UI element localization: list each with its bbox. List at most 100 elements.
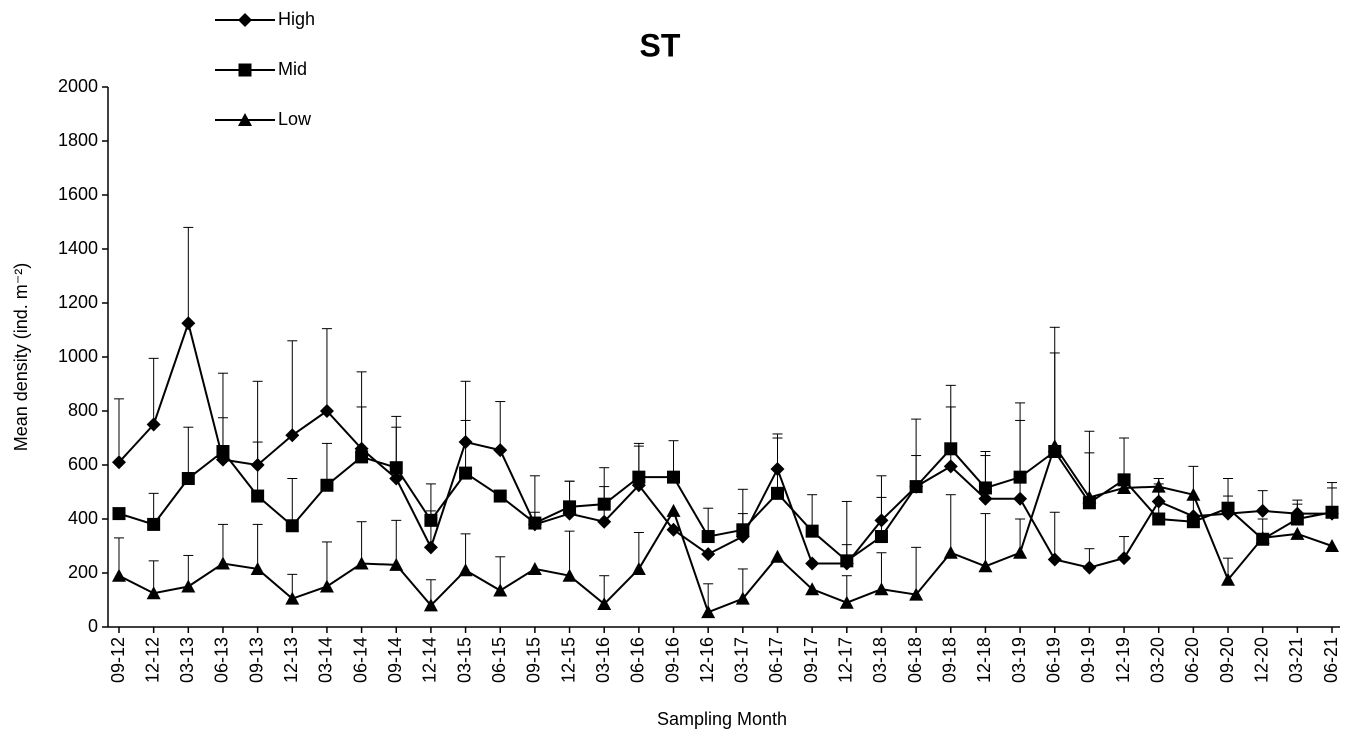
data-point [944, 442, 958, 456]
data-point [319, 579, 334, 593]
data-point [701, 547, 716, 562]
data-point [181, 472, 195, 485]
data-point [667, 470, 681, 484]
x-tick-label: 03-14 [316, 637, 336, 683]
legend-label: High [278, 9, 315, 29]
data-point [112, 455, 126, 470]
x-tick-label: 09-15 [524, 637, 544, 683]
x-tick-label: 06-16 [628, 637, 648, 683]
data-point [527, 561, 542, 575]
data-point [355, 450, 369, 464]
data-point [666, 503, 681, 517]
x-tick-label: 06-17 [766, 637, 786, 683]
x-tick-label: 09-18 [940, 637, 960, 683]
data-point [389, 461, 403, 475]
data-point [146, 417, 161, 432]
data-point [1013, 470, 1027, 484]
data-point [1082, 560, 1097, 575]
series-line [118, 319, 1332, 569]
x-tick-label: 06-20 [1182, 637, 1202, 683]
x-tick-label: 12-17 [836, 637, 856, 683]
data-point [874, 582, 889, 596]
data-point [1221, 572, 1236, 586]
data-point [805, 582, 820, 596]
data-point [458, 563, 473, 577]
y-tick-label: 2000 [58, 76, 98, 96]
y-tick-label: 1800 [58, 130, 98, 150]
chart-title: ST [640, 27, 681, 63]
x-tick-label: 12-20 [1251, 637, 1271, 683]
data-point [285, 428, 300, 443]
y-tick-label: 1000 [58, 346, 98, 366]
data-point [112, 568, 126, 582]
data-point [1013, 545, 1028, 559]
data-point [528, 516, 542, 530]
data-point [215, 556, 230, 570]
data-point [978, 559, 993, 573]
x-axis-label: Sampling Month [657, 709, 787, 729]
x-tick-label: 06-15 [489, 637, 509, 683]
data-point [943, 459, 958, 474]
data-point [597, 597, 612, 611]
data-point [1186, 487, 1201, 501]
x-tick-label: 03-19 [1009, 637, 1029, 683]
data-point [735, 591, 750, 605]
x-tick-label: 06-14 [350, 637, 370, 683]
x-tick-label: 06-18 [905, 637, 925, 683]
x-tick-label: 12-18 [974, 637, 994, 683]
data-point [978, 491, 993, 506]
data-point [354, 556, 369, 570]
x-tick-label: 09-16 [662, 637, 682, 683]
data-point [632, 470, 646, 484]
data-point [701, 530, 715, 544]
data-point [1290, 512, 1304, 526]
data-point [1255, 530, 1270, 544]
y-tick-label: 1400 [58, 238, 98, 258]
data-point [1047, 439, 1062, 453]
data-point [423, 540, 438, 555]
data-point [493, 583, 508, 597]
data-point [1325, 539, 1339, 552]
data-point [563, 500, 577, 514]
legend-label: Mid [278, 59, 307, 79]
data-point [770, 486, 784, 500]
x-tick-label: 03-15 [454, 637, 474, 683]
data-point [146, 586, 161, 600]
data-point [631, 561, 646, 575]
data-point [770, 549, 785, 563]
data-point [319, 404, 334, 418]
x-tick-label: 03-20 [1147, 637, 1167, 683]
data-point [1186, 515, 1200, 529]
x-tick-label: 03-13 [177, 637, 197, 683]
data-point [909, 587, 924, 601]
y-axis-label: Mean density (ind. m⁻²) [11, 263, 31, 452]
x-tick-label: 12-15 [558, 637, 578, 683]
data-point [1117, 551, 1132, 566]
x-tick-label: 09-19 [1078, 637, 1098, 683]
x-tick-label: 12-16 [697, 637, 717, 683]
data-point [1082, 490, 1097, 504]
data-point [424, 513, 438, 527]
data-point [493, 489, 507, 503]
y-tick-label: 200 [68, 562, 98, 582]
data-point [1290, 526, 1305, 540]
y-tick-label: 600 [68, 454, 98, 474]
data-point [1325, 505, 1339, 519]
data-point [1047, 552, 1062, 567]
data-point [666, 522, 681, 537]
data-point [285, 591, 300, 605]
data-point [701, 605, 716, 619]
data-point [216, 445, 230, 458]
y-tick-label: 1600 [58, 184, 98, 204]
data-point [112, 507, 126, 521]
data-point [978, 481, 992, 495]
x-tick-label: 06-21 [1321, 637, 1341, 683]
data-point [389, 471, 404, 486]
data-point [874, 530, 888, 544]
data-point [423, 598, 438, 612]
x-tick-label: 12-14 [420, 637, 440, 683]
data-point [840, 554, 854, 568]
data-point [250, 561, 265, 575]
data-point [562, 568, 577, 582]
